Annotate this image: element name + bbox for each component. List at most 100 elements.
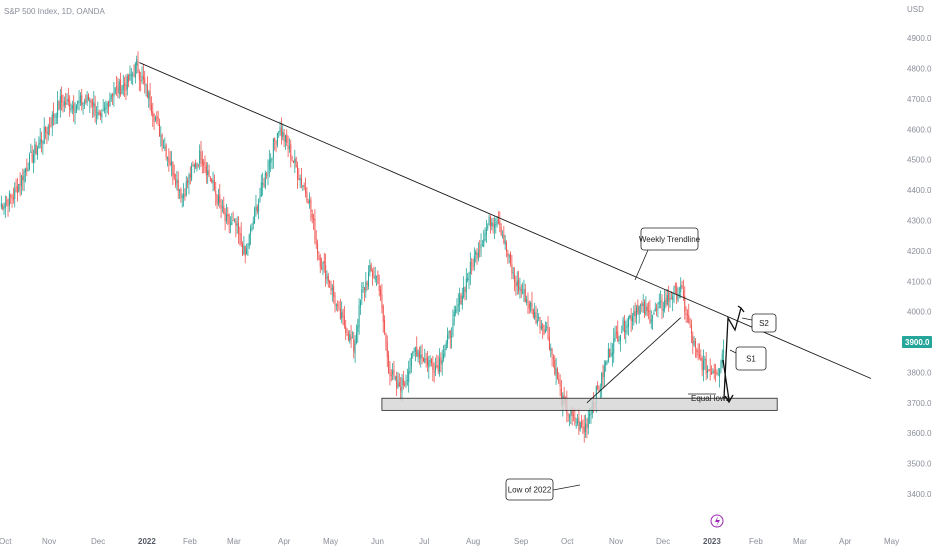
candle-body <box>39 138 41 145</box>
candle-body <box>393 369 395 377</box>
candle-body <box>47 125 49 135</box>
candle-body <box>443 354 445 360</box>
support-rectangle[interactable] <box>381 397 778 411</box>
lightning-icon[interactable] <box>710 514 724 528</box>
candle-body <box>196 163 198 170</box>
candle-body <box>430 358 432 364</box>
candle-body <box>132 73 134 75</box>
candle-body <box>469 261 471 275</box>
candle-body <box>546 326 548 329</box>
candle-body <box>540 325 542 329</box>
candle-body <box>114 87 116 94</box>
candle-body <box>530 302 532 311</box>
candle-body <box>534 311 536 319</box>
candle-body <box>472 265 474 268</box>
candle-body <box>633 311 635 317</box>
x-tick-label: Jun <box>371 537 384 546</box>
candle-body <box>408 371 410 382</box>
candle-body <box>461 295 463 306</box>
candle-body <box>622 318 624 331</box>
candle-body <box>23 170 25 182</box>
candle-body <box>315 241 317 244</box>
trendline[interactable] <box>139 62 872 379</box>
candle-body <box>385 333 387 343</box>
x-tick-label: 2022 <box>138 537 156 546</box>
candle-body <box>180 188 182 199</box>
candle-body <box>229 223 231 225</box>
candle-body <box>16 186 18 194</box>
candle-body <box>116 86 118 88</box>
candle-body <box>183 193 185 198</box>
candle-body <box>440 357 442 364</box>
candle-body <box>365 281 367 292</box>
candle-series <box>0 51 725 443</box>
candle-body <box>465 278 467 293</box>
candle-body <box>154 117 156 121</box>
candle-body <box>124 83 126 87</box>
annotation-callout[interactable]: S2 <box>741 313 777 333</box>
annotation-callout[interactable]: Weekly Trendline <box>634 227 701 281</box>
candle-body <box>503 234 505 243</box>
candle-body <box>267 170 269 174</box>
candle-body <box>134 63 136 78</box>
candle-body <box>15 187 17 189</box>
projection-arrow-up <box>723 305 745 399</box>
candle-body <box>551 348 553 356</box>
candle-body <box>548 336 550 350</box>
annotation-callout[interactable]: Low of 2022 <box>505 478 581 501</box>
candle-body <box>424 358 426 363</box>
candle-body <box>65 102 67 105</box>
candle-body <box>400 386 402 391</box>
candle-body <box>20 175 22 187</box>
candle-body <box>207 170 209 176</box>
candle-body <box>401 377 403 393</box>
candle-body <box>599 388 601 390</box>
candle-body <box>701 358 703 371</box>
candle-body <box>512 272 514 274</box>
candle-body <box>358 305 360 328</box>
candle-body <box>201 158 203 164</box>
candle-body <box>353 338 355 352</box>
trendline[interactable] <box>586 317 682 404</box>
candle-body <box>661 299 663 310</box>
y-tick-label: 3400.0 <box>907 490 932 499</box>
candle-body <box>670 298 672 300</box>
candle-body <box>98 112 100 115</box>
candle-body <box>570 410 572 416</box>
candle-body <box>496 220 498 225</box>
candle-body <box>377 274 379 284</box>
candle-body <box>152 111 154 117</box>
candle-body <box>386 342 388 358</box>
candle-body <box>61 95 63 103</box>
candle-body <box>666 294 668 305</box>
candle-body <box>502 235 503 237</box>
x-tick-label: Dec <box>656 537 670 546</box>
candle-body <box>153 114 155 122</box>
candle-body <box>623 320 625 332</box>
candle-body <box>254 208 256 224</box>
candle-body <box>416 346 418 357</box>
candle-body <box>581 421 583 427</box>
candle-body <box>456 306 458 312</box>
candle-body <box>432 363 434 371</box>
candle-body <box>366 282 368 285</box>
candle-body <box>597 385 599 389</box>
candle-body <box>363 287 365 290</box>
candle-body <box>674 285 676 287</box>
candle-body <box>27 170 29 172</box>
candle-body <box>231 221 233 225</box>
candle-body <box>176 179 178 184</box>
candle-body <box>255 206 257 211</box>
candle-body <box>71 105 73 109</box>
candle-body <box>692 335 694 344</box>
candle-body <box>242 244 244 255</box>
candle-body <box>436 365 438 367</box>
candle-body <box>609 348 611 358</box>
annotation-callout[interactable]: S1 <box>729 346 767 371</box>
candle-body <box>439 358 441 373</box>
candle-body <box>467 278 469 281</box>
candle-body <box>268 160 270 170</box>
candle-body <box>346 334 348 336</box>
candle-body <box>339 308 341 319</box>
